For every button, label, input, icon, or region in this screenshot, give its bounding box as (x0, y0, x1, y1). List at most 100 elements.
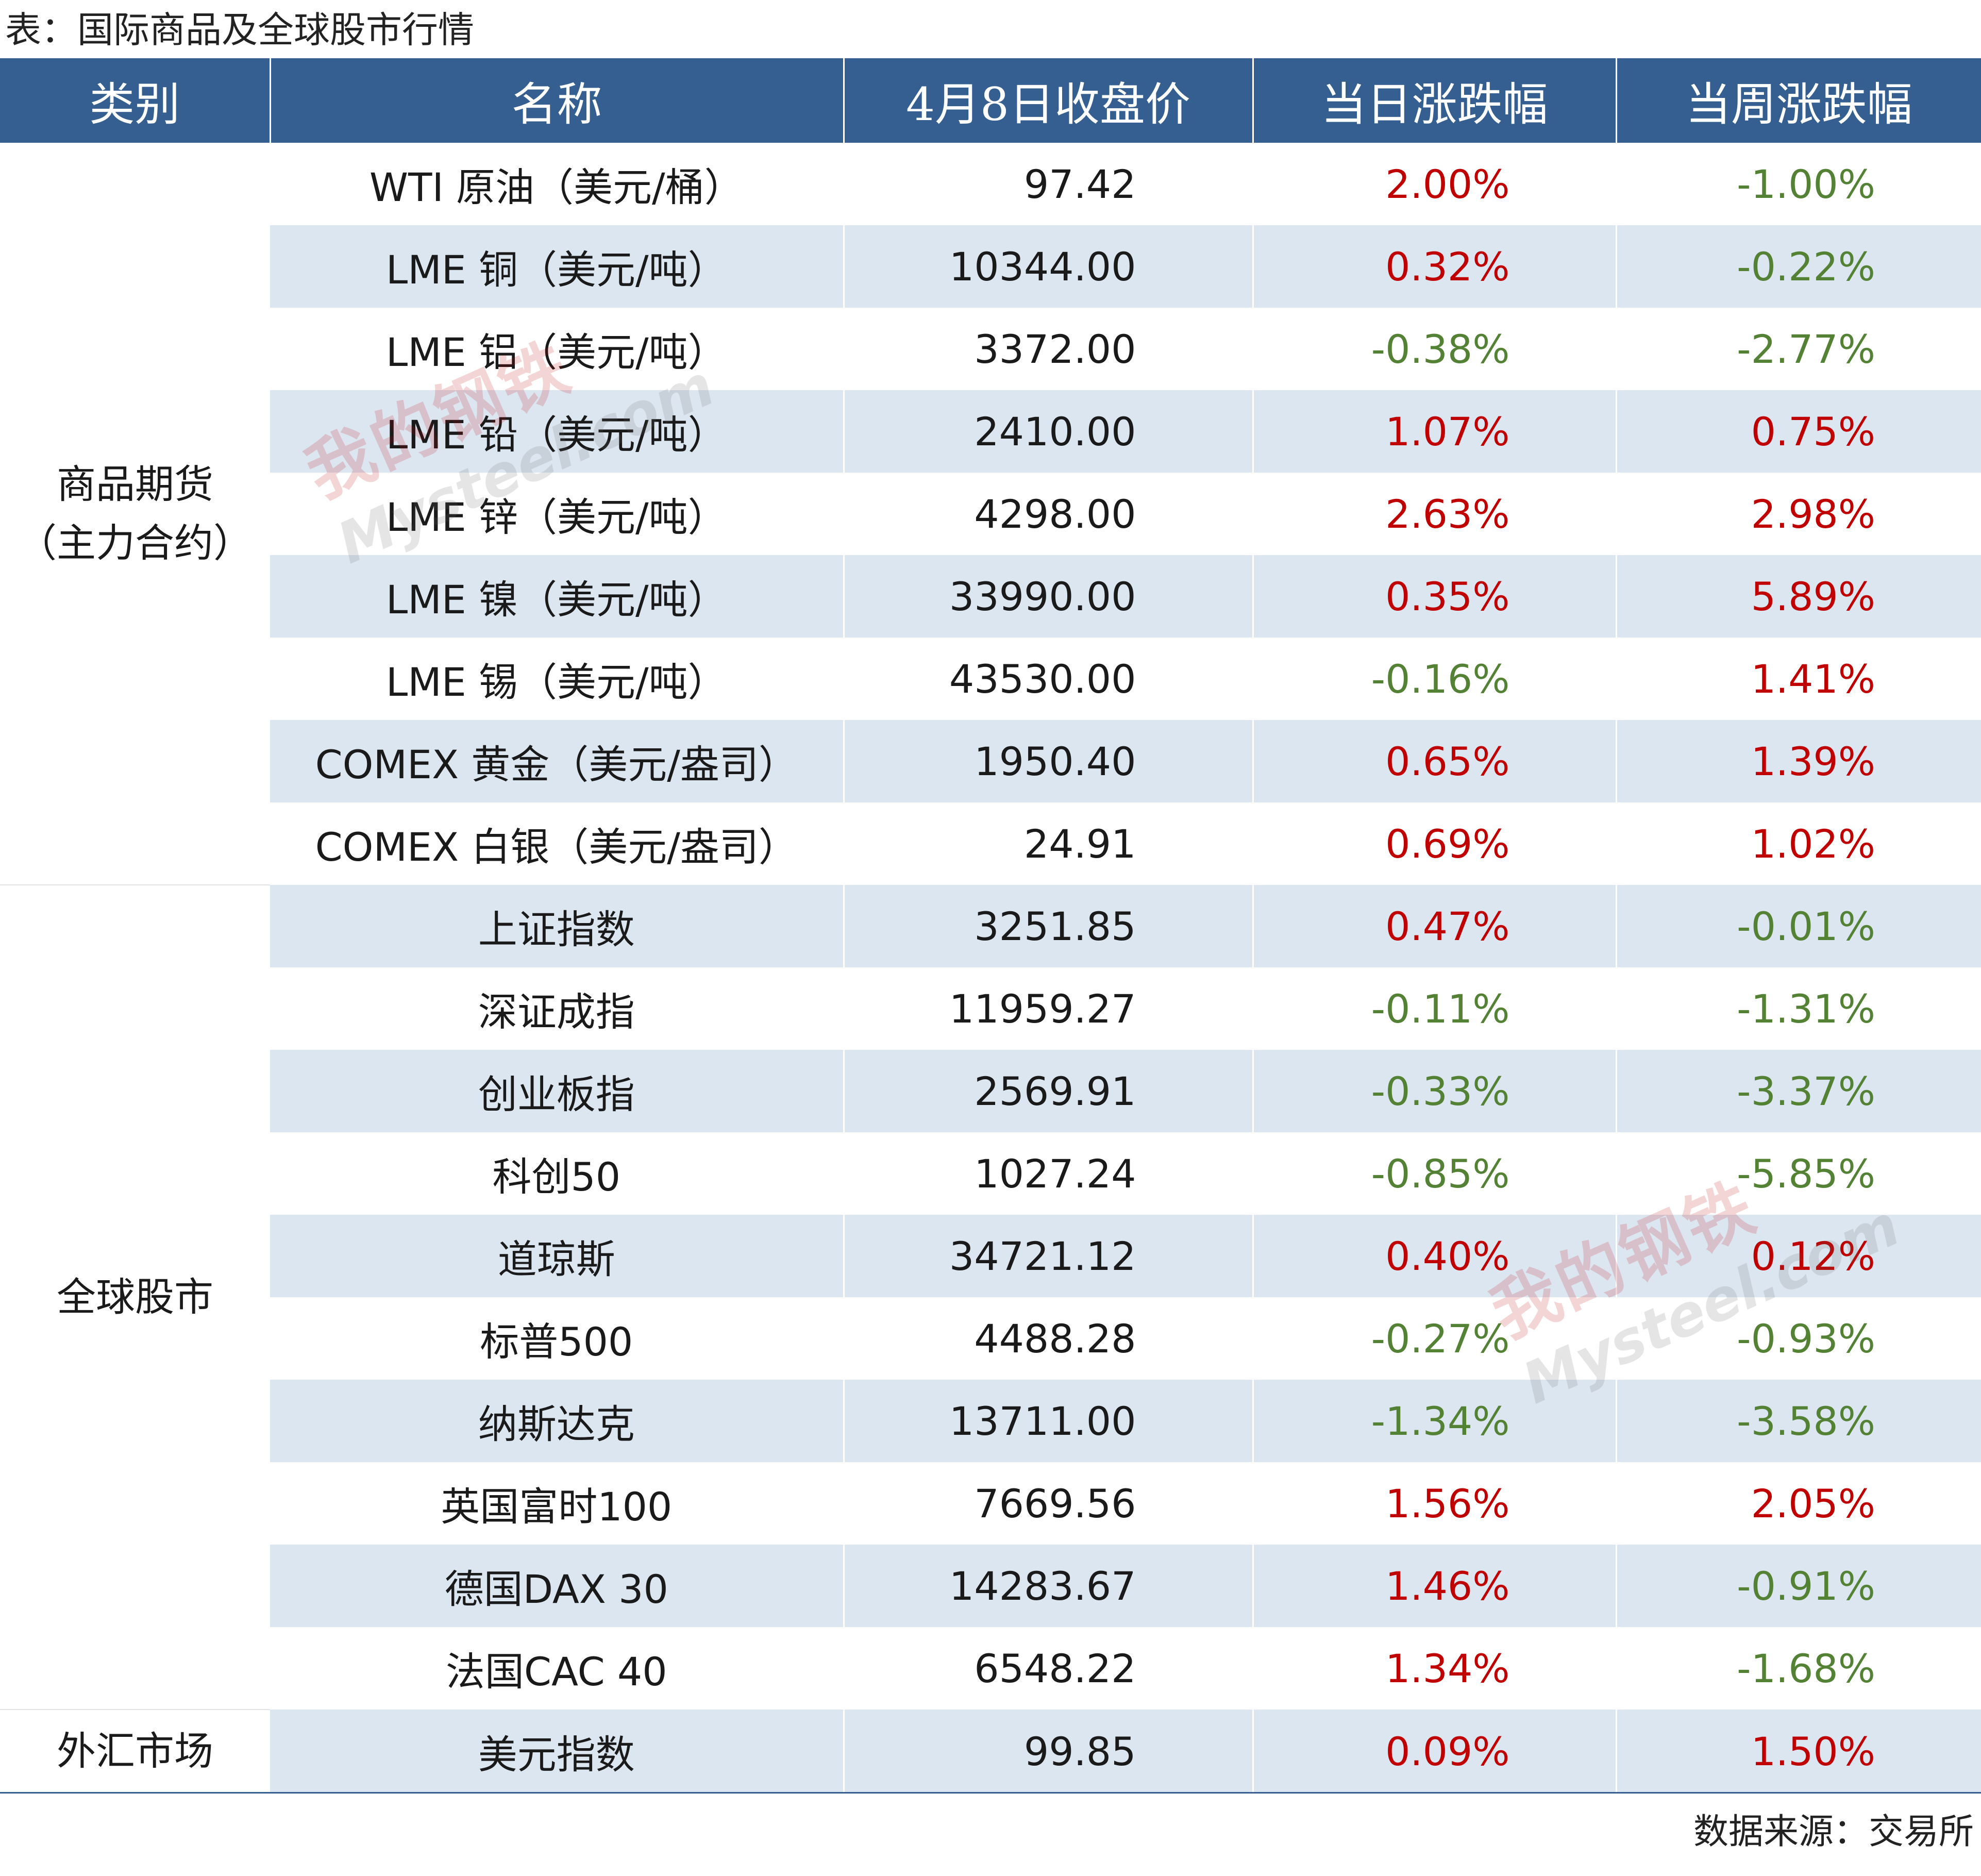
weekly-change: -1.68% (1737, 1645, 1875, 1691)
weekly-change: 1.02% (1751, 820, 1875, 867)
close-price: 3251.85 (844, 885, 1254, 967)
close-price: 11959.27 (844, 967, 1254, 1050)
instrument-name: LME 锡（美元/吨） (270, 638, 845, 720)
header-daily: 当日涨跌幅 (1252, 58, 1616, 143)
table-row: 纳斯达克 13711.00 -1.34% -3.58% (0, 1380, 1981, 1462)
instrument-name: 道琼斯 (270, 1215, 845, 1297)
close-price: 1950.40 (844, 720, 1254, 802)
header-weekly: 当周涨跌幅 (1615, 58, 1981, 143)
category-label: （主力合约） (18, 520, 253, 566)
weekly-change: 0.75% (1616, 390, 1981, 473)
instrument-name: COMEX 黄金（美元/盎司） (270, 720, 845, 802)
daily-change: 0.35% (1253, 555, 1617, 638)
weekly-change: -0.22% (1616, 225, 1981, 308)
data-source: 数据来源：交易所 (1693, 1812, 1974, 1852)
weekly-change: -2.77% (1737, 326, 1875, 372)
close-price: 24.91 (844, 802, 1254, 885)
daily-change: 1.46% (1253, 1545, 1617, 1627)
weekly-change: -0.91% (1616, 1545, 1981, 1627)
close-price: 33990.00 (844, 555, 1254, 638)
daily-change: -0.85% (1253, 1132, 1617, 1215)
header-category: 类别 (0, 58, 270, 143)
table-row: COMEX 白银（美元/盎司） 24.91 0.69% 1.02% (0, 802, 1981, 885)
instrument-name: 美元指数 (270, 1710, 845, 1793)
weekly-change: 2.05% (1751, 1480, 1875, 1527)
table-row: 标普500 4488.28 -0.27% -0.93% (0, 1297, 1981, 1380)
instrument-name: 纳斯达克 (270, 1380, 845, 1462)
daily-change: 0.32% (1253, 225, 1617, 308)
instrument-name: 科创50 (270, 1132, 845, 1215)
table-row: 外汇市场 美元指数 99.85 0.09% 1.50% (0, 1710, 1981, 1794)
table-bottom-rule (0, 1792, 1981, 1794)
instrument-name: 上证指数 (270, 885, 845, 967)
instrument-name: LME 铜（美元/吨） (270, 225, 845, 308)
instrument-name: 创业板指 (270, 1050, 845, 1132)
table-row: 道琼斯 34721.12 0.40% 0.12% (0, 1215, 1981, 1297)
weekly-change: 1.41% (1751, 656, 1875, 702)
close-price: 34721.12 (844, 1215, 1254, 1297)
daily-change: -0.11% (1253, 967, 1617, 1050)
close-price: 2410.00 (844, 390, 1254, 473)
close-price: 43530.00 (844, 638, 1254, 720)
daily-change: -0.33% (1253, 1050, 1617, 1132)
daily-change: 1.07% (1253, 390, 1617, 473)
close-price: 4488.28 (844, 1297, 1254, 1380)
close-price: 2569.91 (844, 1050, 1254, 1132)
daily-change: 0.69% (1253, 802, 1617, 885)
daily-change: 0.40% (1253, 1215, 1617, 1297)
weekly-change: -0.93% (1737, 1315, 1875, 1362)
daily-change: 2.00% (1253, 143, 1617, 225)
table-row: 德国DAX 30 14283.67 1.46% -0.91% (0, 1545, 1981, 1627)
table-row: 英国富时100 7669.56 1.56% 2.05% (0, 1462, 1981, 1545)
daily-change: -0.38% (1253, 308, 1617, 390)
category-label: 全球股市 (57, 1274, 213, 1320)
instrument-name: WTI 原油（美元/桶） (270, 143, 845, 225)
instrument-name: LME 铅（美元/吨） (270, 390, 845, 473)
category-cell: 商品期货 （主力合约） (0, 143, 270, 885)
daily-change: 0.47% (1253, 885, 1617, 967)
daily-change: -0.16% (1253, 638, 1617, 720)
close-price: 1027.24 (844, 1132, 1254, 1215)
table-row: LME 铜（美元/吨） 10344.00 0.32% -0.22% (0, 225, 1981, 308)
table-row: 深证成指 11959.27 -0.11% -1.31% (0, 967, 1981, 1050)
instrument-name: LME 锌（美元/吨） (270, 473, 845, 555)
table-row: LME 锡（美元/吨） 43530.00 -0.16% 1.41% (0, 638, 1981, 720)
category-cell: 全球股市 (0, 885, 270, 1710)
table-row: LME 铝（美元/吨） 3372.00 -0.38% -2.77% (0, 308, 1981, 390)
instrument-name: LME 铝（美元/吨） (270, 308, 845, 390)
table-title: 表：国际商品及全球股市行情 (5, 9, 474, 51)
weekly-change: -3.37% (1616, 1050, 1981, 1132)
weekly-change: -5.85% (1737, 1150, 1875, 1197)
table-row: 科创50 1027.24 -0.85% -5.85% (0, 1132, 1981, 1215)
weekly-change: -0.01% (1616, 885, 1981, 967)
table-body: 商品期货 （主力合约） WTI 原油（美元/桶） 97.42 2.00% -1.00% LM… (0, 143, 1981, 1794)
instrument-name: 德国DAX 30 (270, 1545, 845, 1627)
weekly-change: -1.00% (1737, 161, 1875, 207)
table-row: COMEX 黄金（美元/盎司） 1950.40 0.65% 1.39% (0, 720, 1981, 802)
instrument-name: 标普500 (270, 1297, 845, 1380)
table-row: 全球股市 上证指数 3251.85 0.47% -0.01% (0, 885, 1981, 1710)
weekly-change: 5.89% (1616, 555, 1981, 638)
instrument-name: 深证成指 (270, 967, 845, 1050)
instrument-name: 英国富时100 (270, 1462, 845, 1545)
daily-change: 0.65% (1253, 720, 1617, 802)
daily-change: 2.63% (1253, 473, 1617, 555)
header-row: 类别 名称 4月8日收盘价 当日涨跌幅 当周涨跌幅 (0, 58, 1981, 143)
weekly-change: 1.39% (1616, 720, 1981, 802)
daily-change: 1.56% (1253, 1462, 1617, 1545)
daily-change: -1.34% (1253, 1380, 1617, 1462)
close-price: 10344.00 (844, 225, 1254, 308)
header-close: 4月8日收盘价 (843, 58, 1253, 143)
close-price: 99.85 (844, 1710, 1254, 1793)
weekly-change: 1.50% (1616, 1710, 1981, 1793)
category-label: 商品期货 (57, 461, 213, 507)
close-price: 4298.00 (844, 473, 1254, 555)
close-price: 7669.56 (844, 1462, 1254, 1545)
daily-change: 0.09% (1253, 1710, 1617, 1793)
table-row: LME 镍（美元/吨） 33990.00 0.35% 5.89% (0, 555, 1981, 638)
market-table: 类别 名称 4月8日收盘价 当日涨跌幅 当周涨跌幅 商品期货 （主力合约） WTI … (0, 58, 1981, 1794)
close-price: 6548.22 (844, 1627, 1254, 1710)
weekly-change: -1.31% (1737, 985, 1875, 1032)
instrument-name: COMEX 白银（美元/盎司） (270, 802, 845, 885)
